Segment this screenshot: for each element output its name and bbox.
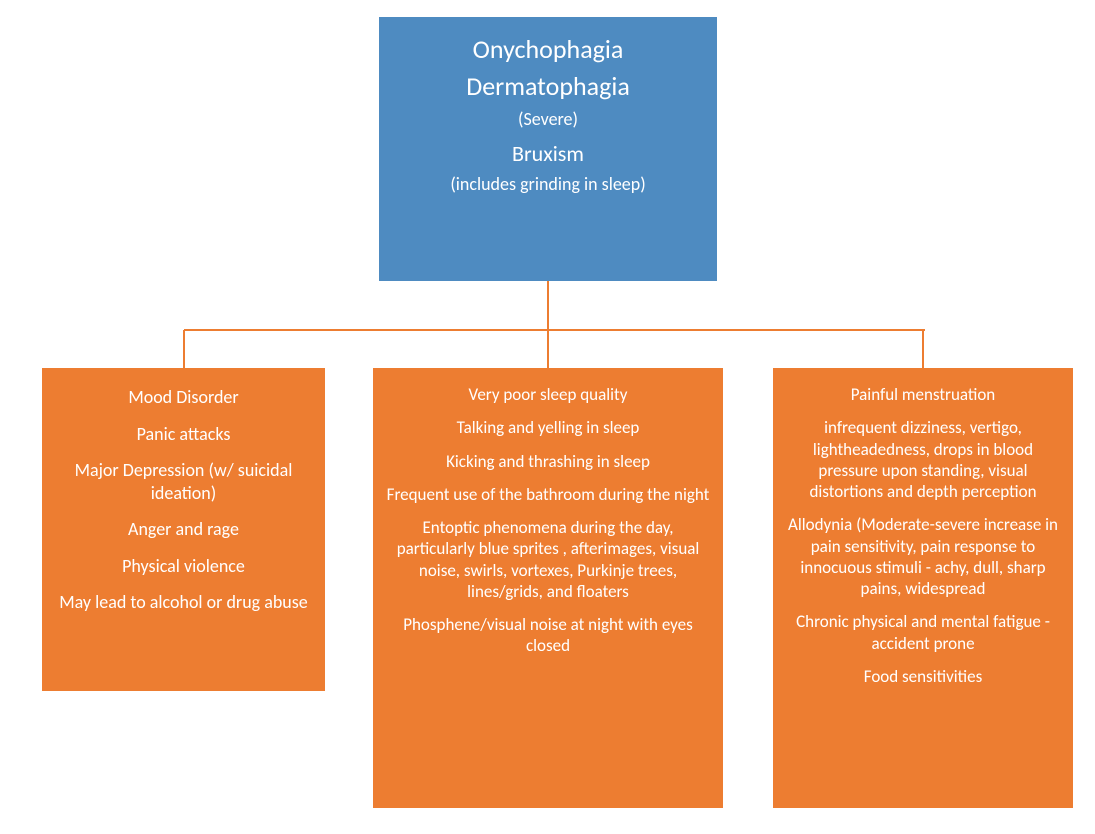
list-item: Allodynia (Moderate-severe increase in p… xyxy=(783,514,1063,599)
list-item: Mood Disorder xyxy=(52,386,315,409)
connector-horizontal xyxy=(184,329,925,331)
root-title-line2: Dermatophagia xyxy=(389,70,707,103)
child-node-0: Mood Disorder Panic attacks Major Depres… xyxy=(42,368,325,691)
list-item: Anger and rage xyxy=(52,518,315,541)
list-item: Very poor sleep quality xyxy=(383,384,713,405)
connector-child2-drop xyxy=(922,330,924,368)
root-severity: (Severe) xyxy=(389,108,707,130)
root-mid: Bruxism xyxy=(389,140,707,167)
root-note: (includes grinding in sleep) xyxy=(389,173,707,195)
connector-root-drop xyxy=(547,281,549,330)
list-item: Talking and yelling in sleep xyxy=(383,417,713,438)
list-item: Physical violence xyxy=(52,555,315,578)
list-item: Frequent use of the bathroom during the … xyxy=(383,484,713,505)
list-item: Kicking and thrashing in sleep xyxy=(383,451,713,472)
connector-child0-drop xyxy=(183,330,185,368)
root-node: Onychophagia Dermatophagia (Severe) Brux… xyxy=(379,17,717,281)
list-item: Panic attacks xyxy=(52,423,315,446)
list-item: Chronic physical and mental fatigue - ac… xyxy=(783,611,1063,654)
list-item: Entoptic phenomena during the day, parti… xyxy=(383,517,713,602)
list-item: Food sensitivities xyxy=(783,666,1063,687)
child-node-2: Painful menstruation infrequent dizzines… xyxy=(773,368,1073,808)
list-item: Major Depression (w/ suicidal ideation) xyxy=(52,459,315,504)
root-title-line1: Onychophagia xyxy=(389,33,707,66)
connector-child1-drop xyxy=(547,330,549,368)
list-item: May lead to alcohol or drug abuse xyxy=(52,591,315,614)
child-node-1: Very poor sleep quality Talking and yell… xyxy=(373,368,723,808)
list-item: infrequent dizziness, vertigo, lighthead… xyxy=(783,417,1063,502)
list-item: Phosphene/visual noise at night with eye… xyxy=(383,614,713,657)
list-item: Painful menstruation xyxy=(783,384,1063,405)
